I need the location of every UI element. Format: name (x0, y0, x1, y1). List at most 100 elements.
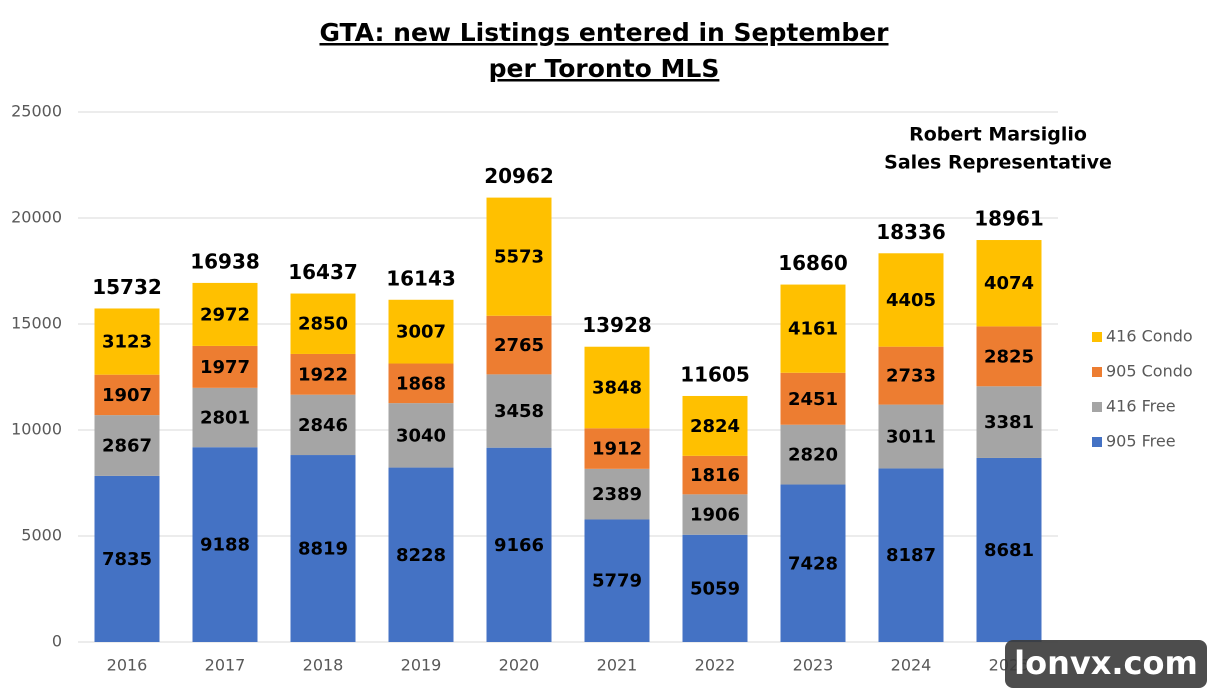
bar-segment (878, 346, 944, 405)
data-label: 3040 (396, 425, 446, 446)
data-label: 4161 (788, 319, 838, 340)
data-label: 5573 (494, 247, 544, 268)
legend-label: 905 Free (1106, 432, 1176, 451)
data-label: 1912 (592, 439, 642, 460)
y-tick-label: 15000 (11, 314, 62, 333)
x-tick-label: 2023 (793, 656, 834, 675)
x-tick-label: 2024 (891, 656, 932, 675)
bar-segment (290, 293, 356, 354)
x-tick-label: 2019 (401, 656, 442, 675)
data-label: 3848 (592, 378, 642, 399)
data-label: 9188 (200, 535, 250, 556)
bar-segment (682, 455, 748, 495)
data-label: 4405 (886, 290, 936, 311)
bar-segment (94, 308, 160, 375)
bar-segment (486, 315, 552, 375)
y-tick-label: 25000 (11, 102, 62, 121)
bar-segment (486, 374, 552, 448)
total-label: 18336 (876, 220, 946, 244)
x-tick-label: 2021 (597, 656, 638, 675)
data-label: 7428 (788, 553, 838, 574)
total-label: 18961 (974, 207, 1044, 231)
bar-segment (94, 415, 160, 476)
total-label: 16437 (288, 260, 358, 284)
bar-segment (976, 457, 1042, 642)
x-tick-label: 2022 (695, 656, 736, 675)
bar-segment (682, 494, 748, 535)
bar-segment (584, 428, 650, 469)
annotation: Robert Marsiglio (909, 124, 1087, 146)
data-label: 3011 (886, 427, 936, 448)
data-label: 3458 (494, 401, 544, 422)
data-label: 4074 (984, 273, 1034, 294)
bar-segment (780, 424, 846, 485)
y-tick-label: 5000 (21, 526, 62, 545)
data-label: 8228 (396, 545, 446, 566)
total-label: 20962 (484, 164, 554, 188)
bar-segment (780, 484, 846, 642)
chart-title: GTA: new Listings entered in September (319, 18, 889, 47)
data-label: 2850 (298, 314, 348, 335)
bar-segment (192, 447, 258, 642)
data-label: 3007 (396, 322, 446, 343)
bar-segment (878, 468, 944, 642)
bar-segment (388, 299, 454, 364)
data-label: 2846 (298, 415, 348, 436)
data-label: 3381 (984, 412, 1034, 433)
bar-segment (290, 394, 356, 456)
data-label: 8819 (298, 539, 348, 560)
bar-segment (682, 395, 748, 456)
data-label: 5779 (592, 571, 642, 592)
y-tick-label: 0 (52, 632, 62, 651)
annotation: Sales Representative (884, 152, 1112, 174)
bar-segment (976, 386, 1042, 458)
data-label: 2733 (886, 366, 936, 387)
bar-segment (94, 374, 160, 416)
bar-segment (486, 447, 552, 642)
watermark: lonvx.com (1014, 644, 1198, 682)
total-label: 16938 (190, 249, 260, 273)
data-label: 7835 (102, 549, 152, 570)
x-tick-label: 2020 (499, 656, 540, 675)
bar-segment (682, 534, 748, 642)
legend-swatch (1092, 332, 1102, 342)
data-label: 1868 (396, 373, 446, 394)
data-label: 2451 (788, 389, 838, 410)
bar-segment (584, 468, 650, 520)
data-label: 1906 (690, 505, 740, 526)
x-tick-label: 2018 (303, 656, 344, 675)
bar-segment (780, 284, 846, 373)
bar-segment (584, 519, 650, 642)
data-label: 8187 (886, 545, 936, 566)
data-label: 2820 (788, 445, 838, 466)
bar-segment (192, 282, 258, 346)
data-label: 3123 (102, 332, 152, 353)
bar-segment (976, 240, 1042, 327)
total-label: 13928 (582, 313, 652, 337)
legend-label: 905 Condo (1106, 362, 1193, 381)
legend-swatch (1092, 437, 1102, 447)
data-label: 2801 (200, 408, 250, 429)
bar-segment (290, 455, 356, 642)
data-label: 2867 (102, 436, 152, 457)
total-label: 16860 (778, 251, 848, 275)
x-tick-label: 2017 (205, 656, 246, 675)
data-label: 2972 (200, 304, 250, 325)
chart-title: per Toronto MLS (489, 54, 720, 83)
legend-label: 416 Condo (1106, 327, 1193, 346)
data-label: 2389 (592, 484, 642, 505)
data-label: 2765 (494, 335, 544, 356)
bar-segment (878, 404, 944, 469)
total-label: 15732 (92, 275, 162, 299)
bar-segment (94, 475, 160, 642)
data-label: 5059 (690, 578, 740, 599)
x-tick-label: 2016 (107, 656, 148, 675)
bar-segment (192, 345, 258, 388)
legend-label: 416 Free (1106, 397, 1176, 416)
watermark-bg (1005, 640, 1207, 688)
bar-segment (486, 197, 552, 316)
bar-segment (290, 353, 356, 395)
bar-segment (878, 253, 944, 347)
legend-swatch (1092, 402, 1102, 412)
